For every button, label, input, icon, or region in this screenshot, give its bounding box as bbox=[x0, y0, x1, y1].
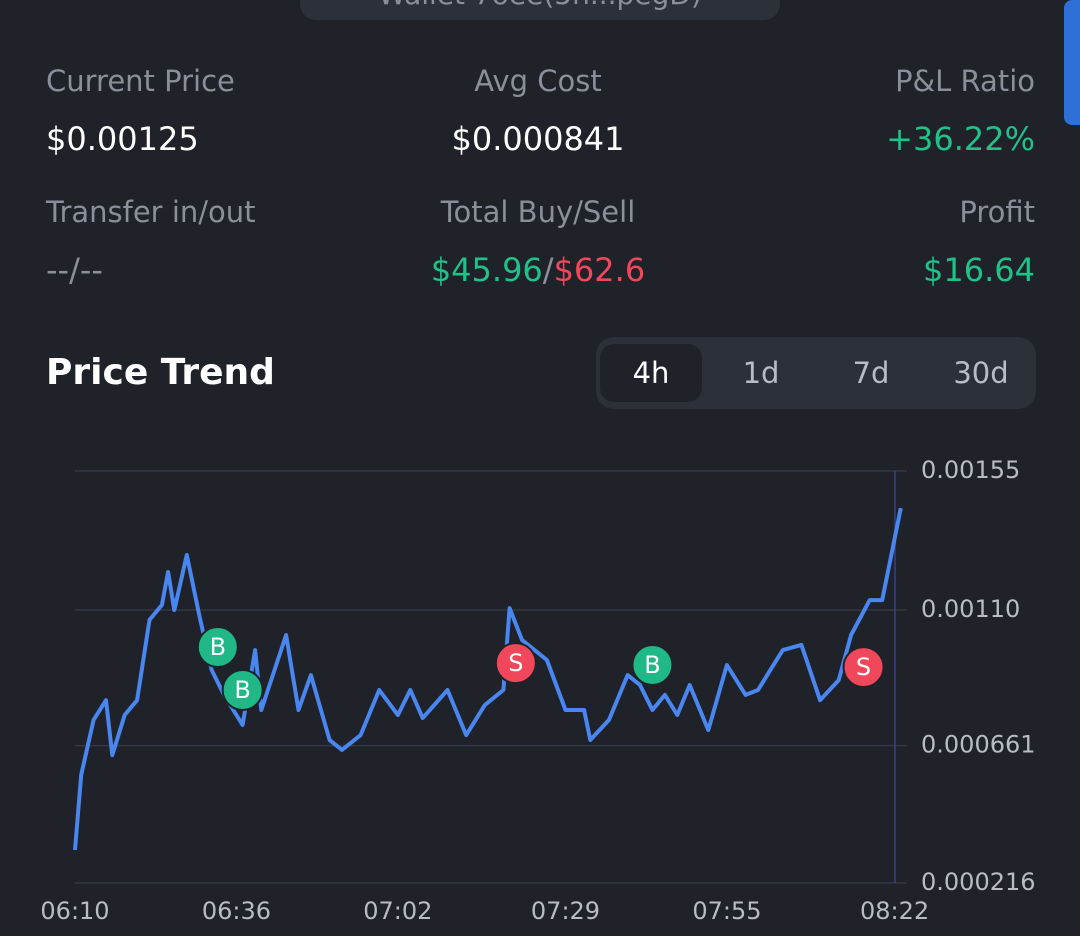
tab[interactable]: 7d bbox=[852, 356, 890, 390]
stat-label: P&L Ratio bbox=[895, 64, 1035, 98]
stat: Transfer in/out --/-- bbox=[46, 195, 376, 289]
chart: 0.00155 0.00110 0.000661 0.000216 06:10 06:36… bbox=[40, 456, 1036, 925]
y-tick-label: 0.000661 bbox=[921, 731, 1036, 759]
stat-value: +36.22% bbox=[886, 120, 1035, 158]
x-tick-label: 07:29 bbox=[531, 897, 600, 925]
trade-marker bbox=[631, 643, 674, 686]
stat-label: Current Price bbox=[46, 64, 235, 98]
tab[interactable]: 4h bbox=[600, 344, 702, 402]
section-title: Price Trend bbox=[46, 352, 275, 393]
wallet-pill[interactable]: Wallet 7oee(5h...pegD) bbox=[300, 0, 780, 20]
trade-label: S bbox=[856, 653, 871, 681]
x-tick-label: 06:10 bbox=[40, 897, 109, 925]
stat: Profit $16.64 bbox=[705, 195, 1035, 289]
trade-label: B bbox=[210, 633, 226, 661]
y-tick-label: 0.00110 bbox=[921, 595, 1020, 623]
stat-value: $0.000841 bbox=[451, 120, 625, 158]
trade-marker bbox=[221, 668, 264, 711]
stat-label: Profit bbox=[959, 195, 1035, 229]
buy-value: $45.96 bbox=[430, 251, 543, 289]
stat: Current Price $0.00125 bbox=[46, 64, 376, 158]
stat-value: --/-- bbox=[46, 251, 103, 289]
trade-marker bbox=[494, 642, 537, 685]
x-tick-label: 07:02 bbox=[363, 897, 432, 925]
tab[interactable]: 30d bbox=[953, 356, 1009, 390]
scrollbar bbox=[1064, 0, 1080, 125]
stat-value: $16.64 bbox=[923, 251, 1035, 289]
x-tick-label: 07:55 bbox=[692, 897, 761, 925]
trade-marker bbox=[196, 626, 239, 669]
x-tick-label: 08:22 bbox=[860, 897, 929, 925]
stat-value: $45.96/$62.6 bbox=[373, 251, 703, 289]
trade-label: B bbox=[644, 651, 660, 679]
y-tick-label: 0.000216 bbox=[921, 868, 1036, 896]
stat-label: Transfer in/out bbox=[46, 195, 256, 229]
stat: P&L Ratio +36.22% bbox=[705, 64, 1035, 158]
y-tick-label: 0.00155 bbox=[921, 456, 1020, 484]
trade-label: B bbox=[234, 676, 250, 704]
stat: Total Buy/Sell $45.96/$62.6 bbox=[373, 195, 703, 289]
tab-bar: 4h 1d 7d 30d bbox=[596, 337, 1036, 409]
trade-marker bbox=[842, 646, 885, 689]
stat-value: $0.00125 bbox=[46, 120, 199, 158]
divider: / bbox=[542, 251, 554, 289]
stat-label: Avg Cost bbox=[474, 64, 602, 98]
stat-label: Total Buy/Sell bbox=[440, 195, 636, 229]
x-tick-label: 06:36 bbox=[202, 897, 271, 925]
sell-value: $62.6 bbox=[553, 251, 646, 289]
price-line bbox=[73, 507, 903, 851]
tab[interactable]: 1d bbox=[742, 356, 780, 390]
trade-label: S bbox=[508, 649, 523, 677]
stat: Avg Cost $0.000841 bbox=[373, 64, 703, 158]
